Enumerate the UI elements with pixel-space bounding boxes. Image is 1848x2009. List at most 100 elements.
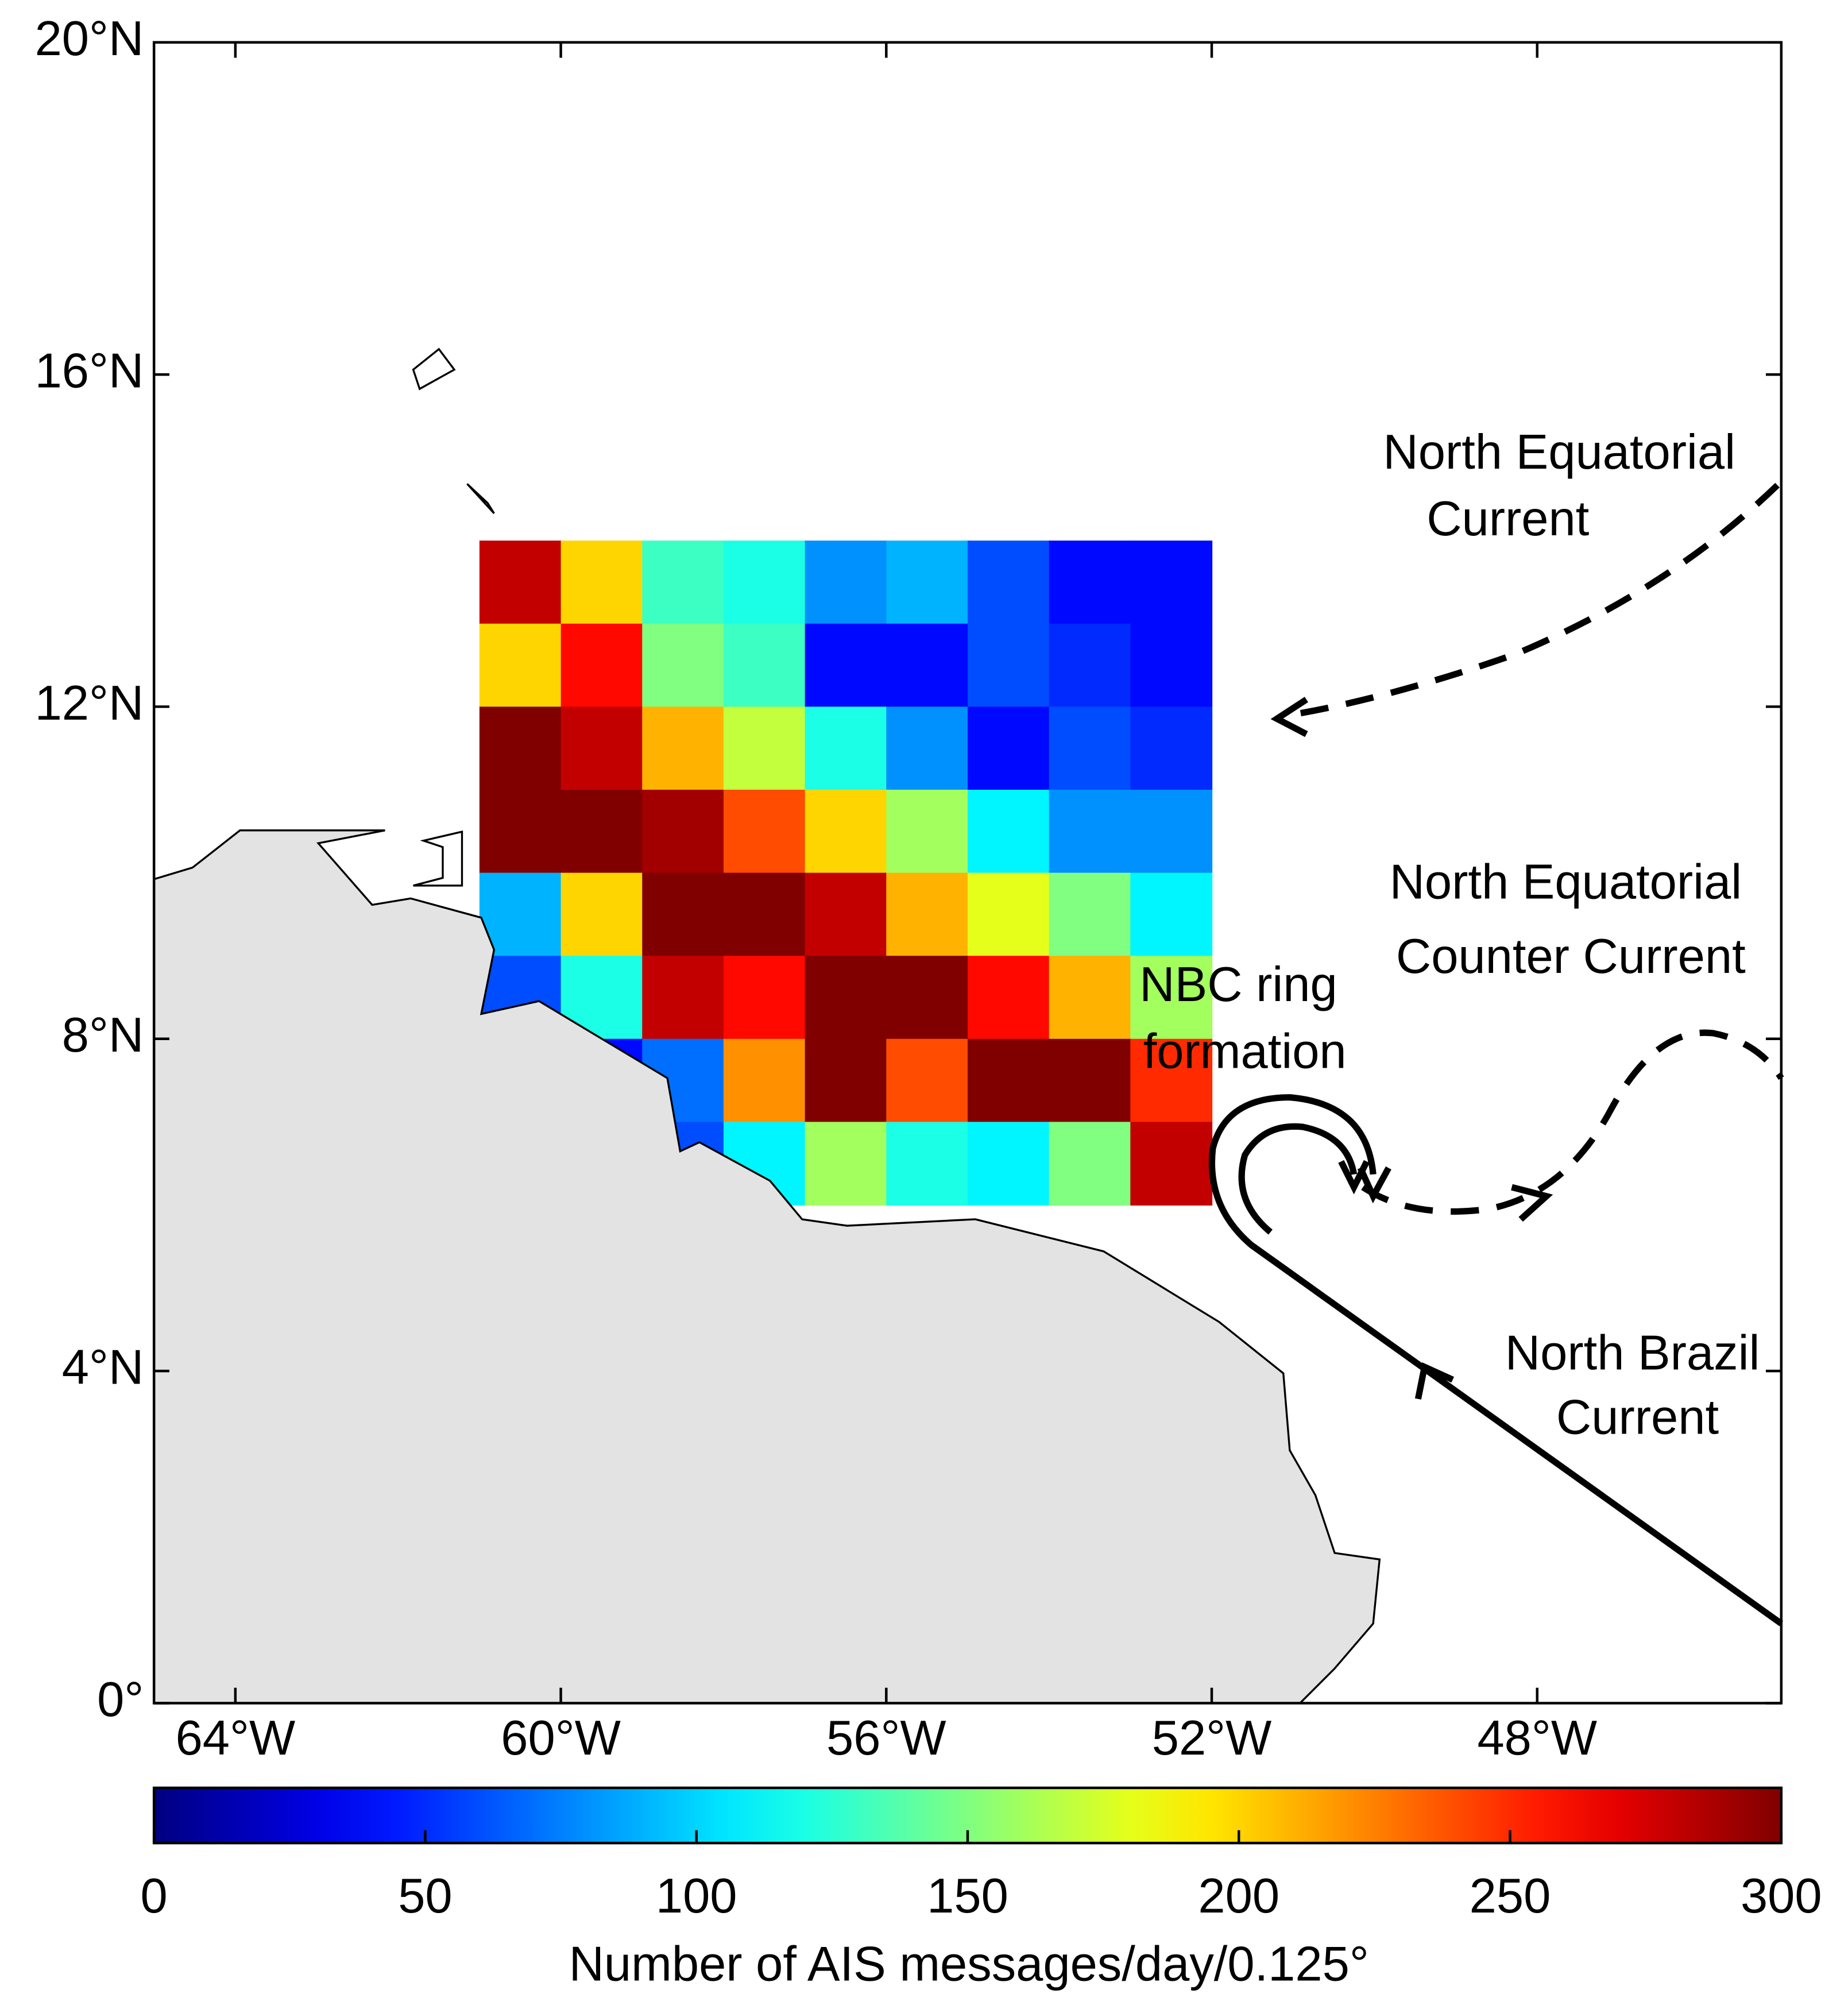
y-tick-label: 4°N bbox=[62, 1340, 144, 1394]
heat-cell bbox=[1049, 623, 1131, 708]
annotation: North Equatorial bbox=[1383, 424, 1735, 479]
heat-cell bbox=[723, 1038, 806, 1123]
heat-cell bbox=[723, 623, 806, 708]
land bbox=[154, 347, 1381, 1703]
heat-cell bbox=[642, 706, 725, 791]
colorbar-tick-label: 50 bbox=[398, 1868, 452, 1923]
heat-cell bbox=[886, 706, 969, 791]
x-tick-label: 48°W bbox=[1477, 1710, 1597, 1765]
island bbox=[412, 347, 456, 391]
island bbox=[466, 483, 495, 515]
heat-cell bbox=[967, 956, 1050, 1040]
heat-cell bbox=[479, 872, 562, 957]
y-tick-label: 12°N bbox=[35, 675, 144, 730]
heat-cell bbox=[886, 790, 969, 874]
heat-cell bbox=[642, 790, 725, 874]
colorbar-tick-label: 150 bbox=[927, 1868, 1008, 1923]
heat-cell bbox=[1130, 1122, 1213, 1206]
axes: 64°W 60°W 56°W 52°W 48°W 0° 4°N 8°N 12°N 16°N 20°N bbox=[35, 11, 1781, 1765]
heat-cell bbox=[1130, 956, 1213, 1040]
heat-cell bbox=[723, 706, 806, 791]
heat-cell bbox=[1049, 706, 1131, 791]
heat-cell bbox=[642, 872, 725, 957]
axes-frame bbox=[152, 41, 1783, 1705]
annotation: formation bbox=[1143, 1023, 1347, 1078]
heat-cell bbox=[967, 706, 1050, 791]
heat-cell bbox=[967, 1122, 1050, 1206]
colorbar-tick-label: 300 bbox=[1741, 1868, 1822, 1923]
colorbar-tick-label: 100 bbox=[656, 1868, 737, 1923]
heat-cell bbox=[560, 790, 643, 874]
heat-cell bbox=[642, 956, 725, 1040]
heat-cell bbox=[967, 540, 1050, 624]
x-tick-label: 56°W bbox=[826, 1710, 946, 1765]
y-tick-label: 0° bbox=[97, 1672, 144, 1726]
annotation: North Equatorial bbox=[1390, 854, 1742, 909]
y-tick-label: 16°N bbox=[35, 343, 144, 398]
annotations: North Equatorial Current North Equatoria… bbox=[1139, 424, 1760, 1444]
arrow bbox=[1270, 697, 1308, 737]
heat-cell bbox=[560, 623, 643, 708]
heat-cell bbox=[805, 872, 887, 957]
heat-cell bbox=[1130, 1038, 1213, 1123]
heat-cell bbox=[967, 872, 1050, 957]
annotation: Current bbox=[1556, 1389, 1719, 1444]
colorbar-tick-label: 200 bbox=[1198, 1868, 1279, 1923]
heat-cell bbox=[886, 956, 969, 1040]
y-tick-label: 8°N bbox=[62, 1007, 144, 1062]
heat-cell bbox=[723, 790, 806, 874]
heat-cell bbox=[479, 706, 562, 791]
x-tick-label: 60°W bbox=[501, 1710, 621, 1765]
y-tick-label: 20°N bbox=[35, 11, 144, 65]
heat-cell bbox=[886, 872, 969, 957]
heat-cell bbox=[805, 540, 887, 624]
arrow bbox=[1414, 1362, 1455, 1400]
heat-cell bbox=[1130, 540, 1213, 624]
heat-cell bbox=[1049, 540, 1131, 624]
heat-cell bbox=[560, 872, 643, 957]
north-brazil-current bbox=[1208, 1094, 1784, 1626]
heat-cell bbox=[886, 1122, 969, 1206]
annotation: North Brazil bbox=[1505, 1326, 1760, 1380]
heat-cell bbox=[1130, 623, 1213, 708]
heat-cell bbox=[805, 956, 887, 1040]
currents bbox=[1208, 482, 1784, 1626]
colorbar-label: Number of AIS messages/day/0.125° bbox=[569, 1936, 1369, 1991]
heat-cell bbox=[1130, 872, 1213, 957]
heat-cell bbox=[723, 872, 806, 957]
annotation: NBC ring bbox=[1139, 957, 1337, 1011]
colorbar-tick-label: 0 bbox=[141, 1868, 168, 1923]
heat-cell bbox=[1049, 872, 1131, 957]
north-equatorial-current bbox=[1282, 482, 1780, 720]
heat-cell bbox=[805, 623, 887, 708]
heat-cell bbox=[479, 623, 562, 708]
ring-inner bbox=[1238, 1123, 1358, 1235]
arrow bbox=[1511, 1184, 1553, 1222]
heat-cell bbox=[723, 540, 806, 624]
heat-cell bbox=[805, 1038, 887, 1123]
heat-cell bbox=[1130, 706, 1213, 791]
heat-cell bbox=[1130, 790, 1213, 874]
heat-cell bbox=[1049, 1038, 1131, 1123]
heat-cell bbox=[967, 1038, 1050, 1123]
colorbar-axis: 0 50 100 150 200 250 300 bbox=[141, 1830, 1822, 1923]
x-tick-label: 64°W bbox=[176, 1710, 296, 1765]
heat-cell bbox=[642, 623, 725, 708]
trinidad bbox=[413, 830, 463, 887]
heat-cell bbox=[560, 540, 643, 624]
south-america bbox=[154, 829, 1381, 1703]
x-tick-label: 52°W bbox=[1152, 1710, 1272, 1765]
heat-cell bbox=[723, 956, 806, 1040]
heat-cell bbox=[479, 790, 562, 874]
annotation: Counter Current bbox=[1396, 929, 1746, 983]
heat-cell bbox=[886, 623, 969, 708]
heat-cell bbox=[1049, 790, 1131, 874]
heat-cell bbox=[642, 540, 725, 624]
heat-cell bbox=[805, 706, 887, 791]
heat-cell bbox=[886, 1038, 969, 1123]
counter-current bbox=[1361, 1029, 1784, 1215]
colorbar-tick-label: 250 bbox=[1470, 1868, 1551, 1923]
heat-cell bbox=[1049, 956, 1131, 1040]
heat-cell bbox=[805, 1122, 887, 1206]
